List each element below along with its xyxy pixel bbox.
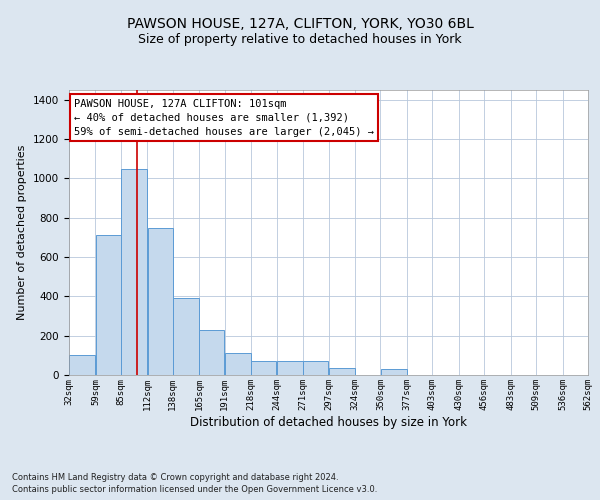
Y-axis label: Number of detached properties: Number of detached properties xyxy=(17,145,28,320)
Bar xyxy=(329,368,355,375)
Bar xyxy=(380,369,407,375)
Text: Size of property relative to detached houses in York: Size of property relative to detached ho… xyxy=(138,32,462,46)
Bar xyxy=(303,361,328,375)
Bar xyxy=(199,330,224,375)
Text: Contains public sector information licensed under the Open Government Licence v3: Contains public sector information licen… xyxy=(12,485,377,494)
Text: Contains HM Land Registry data © Crown copyright and database right 2024.: Contains HM Land Registry data © Crown c… xyxy=(12,472,338,482)
Bar xyxy=(173,298,199,375)
Bar xyxy=(121,168,147,375)
Bar xyxy=(95,236,121,375)
Text: PAWSON HOUSE, 127A CLIFTON: 101sqm
← 40% of detached houses are smaller (1,392)
: PAWSON HOUSE, 127A CLIFTON: 101sqm ← 40%… xyxy=(74,98,374,136)
Bar xyxy=(148,228,173,375)
Bar xyxy=(69,356,95,375)
Bar xyxy=(277,361,303,375)
X-axis label: Distribution of detached houses by size in York: Distribution of detached houses by size … xyxy=(190,416,467,428)
Text: PAWSON HOUSE, 127A, CLIFTON, YORK, YO30 6BL: PAWSON HOUSE, 127A, CLIFTON, YORK, YO30 … xyxy=(127,18,473,32)
Bar xyxy=(225,354,251,375)
Bar xyxy=(251,361,277,375)
